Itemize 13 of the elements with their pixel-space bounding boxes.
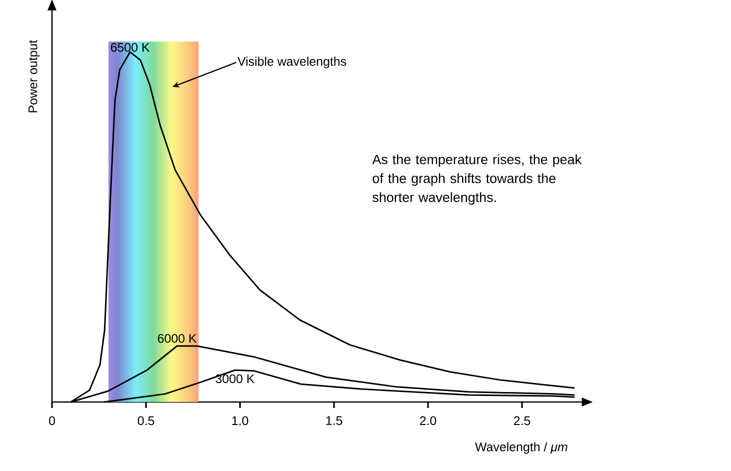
series-label: 6500 K [110,42,150,52]
x-tick-label: 1.5 [326,416,342,425]
x-axis-title: Wavelength / μm [475,442,568,454]
series-label: 3000 K [216,374,255,384]
y-axis-title: Power output [28,40,40,112]
x-tick-label: 0.5 [138,416,154,426]
x-tick-label: 0 [49,416,55,426]
x-tick-label: 2.0 [420,416,436,426]
x-tick-label: 1.0 [232,416,248,426]
annotation: As the temperature rises, the peak of the graph shifts towards the shorter wavelengths. [372,154,582,205]
band-label: Visible wavelengths [238,56,346,68]
x-tick-label: 2.5 [514,416,530,426]
series-label: 6000 K [158,334,197,343]
